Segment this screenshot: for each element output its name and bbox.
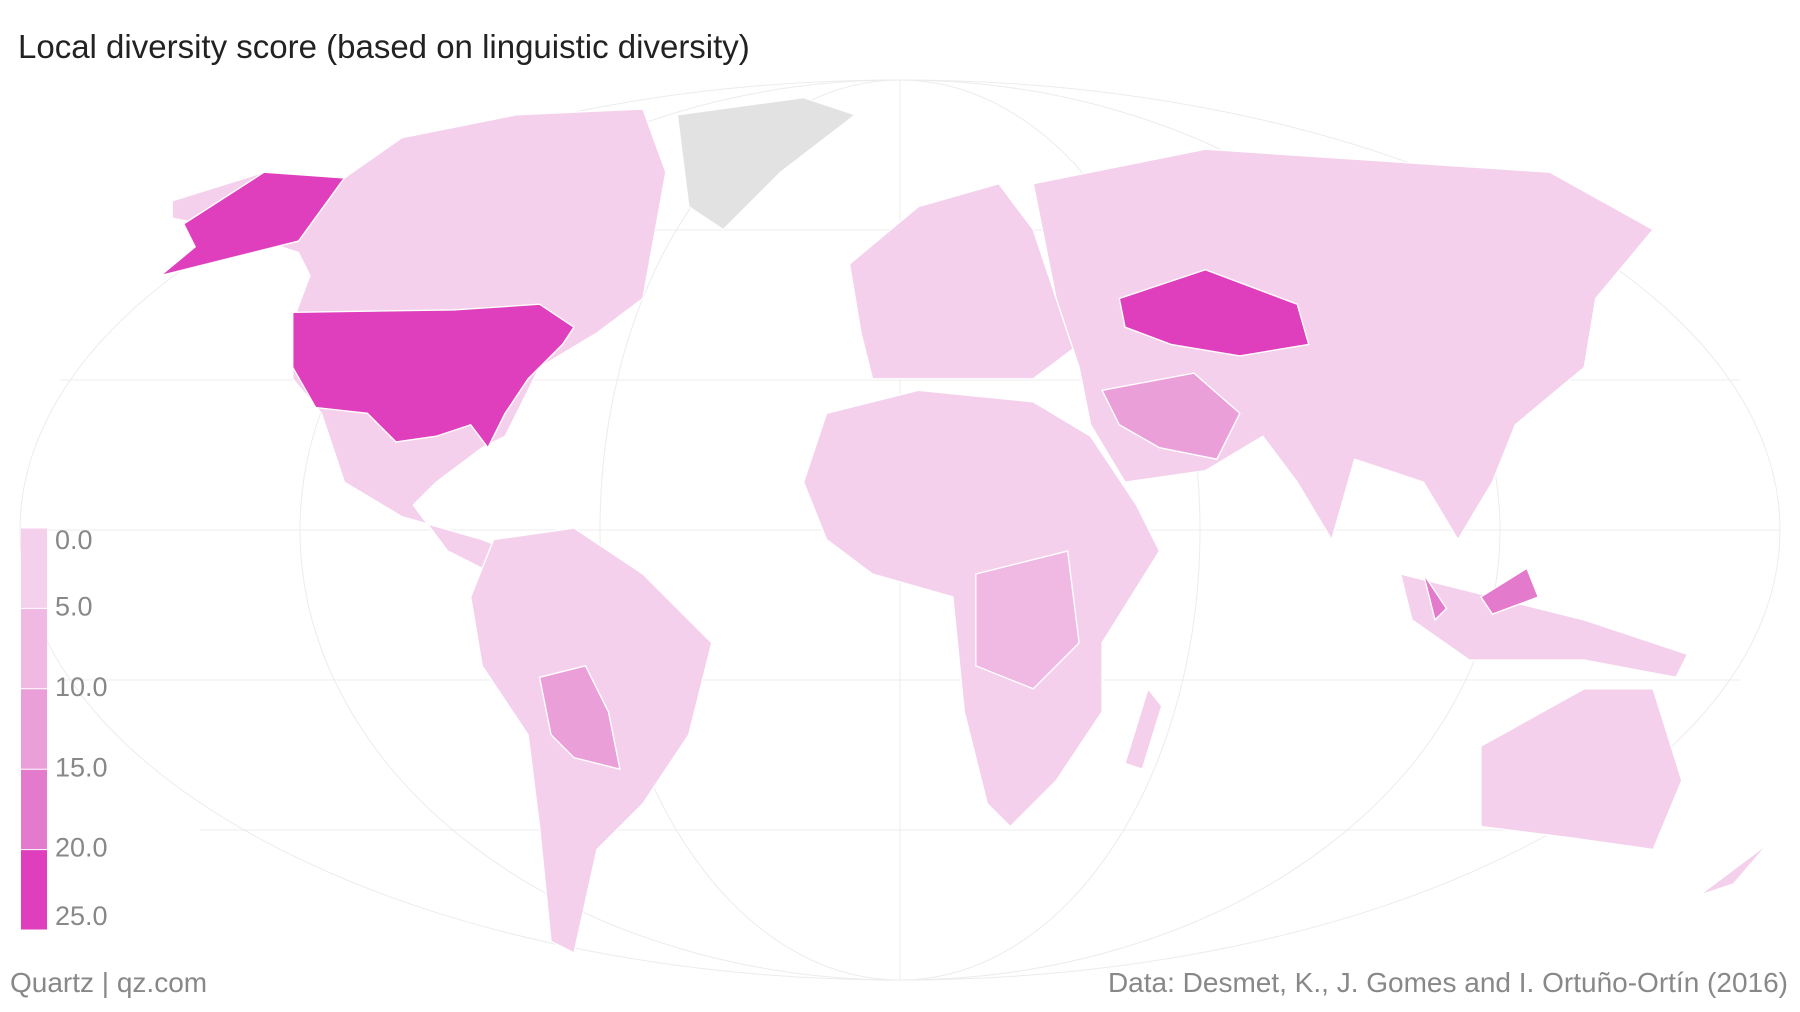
legend-label: 20.0: [55, 833, 108, 863]
central-africa: [975, 550, 1080, 690]
legend-label: 25.0: [55, 901, 108, 931]
bolivia: [538, 665, 621, 771]
asia: [1032, 148, 1655, 542]
footer-right: Data: Desmet, K., J. Gomes and I. Ortuño…: [1108, 967, 1788, 998]
legend: 0.0 5.0 10.0 15.0 20.0 25.0: [21, 525, 108, 931]
malaysia: [1422, 567, 1540, 622]
legend-label: 0.0: [55, 525, 93, 555]
usa: [292, 303, 575, 450]
legend-swatch: [21, 688, 47, 770]
legend-swatch: [21, 608, 47, 689]
greenland: [676, 96, 857, 231]
kazakhstan: [1118, 269, 1310, 357]
alaska: [160, 171, 346, 277]
legend-label: 10.0: [55, 672, 108, 702]
legend-swatch: [21, 849, 47, 930]
southeast-asia: [1399, 573, 1689, 679]
footer-left: Quartz | qz.com: [10, 967, 207, 998]
new-zealand: [1698, 843, 1769, 897]
madagascar: [1124, 687, 1163, 771]
title: Local diversity score (based on linguist…: [18, 28, 750, 65]
australia: [1480, 688, 1683, 851]
legend-label: 5.0: [55, 592, 93, 622]
legend-swatch: [21, 769, 47, 850]
countries: [160, 96, 1769, 954]
legend-label: 15.0: [55, 752, 108, 782]
legend-swatch: [21, 528, 47, 609]
iran: [1101, 372, 1241, 460]
